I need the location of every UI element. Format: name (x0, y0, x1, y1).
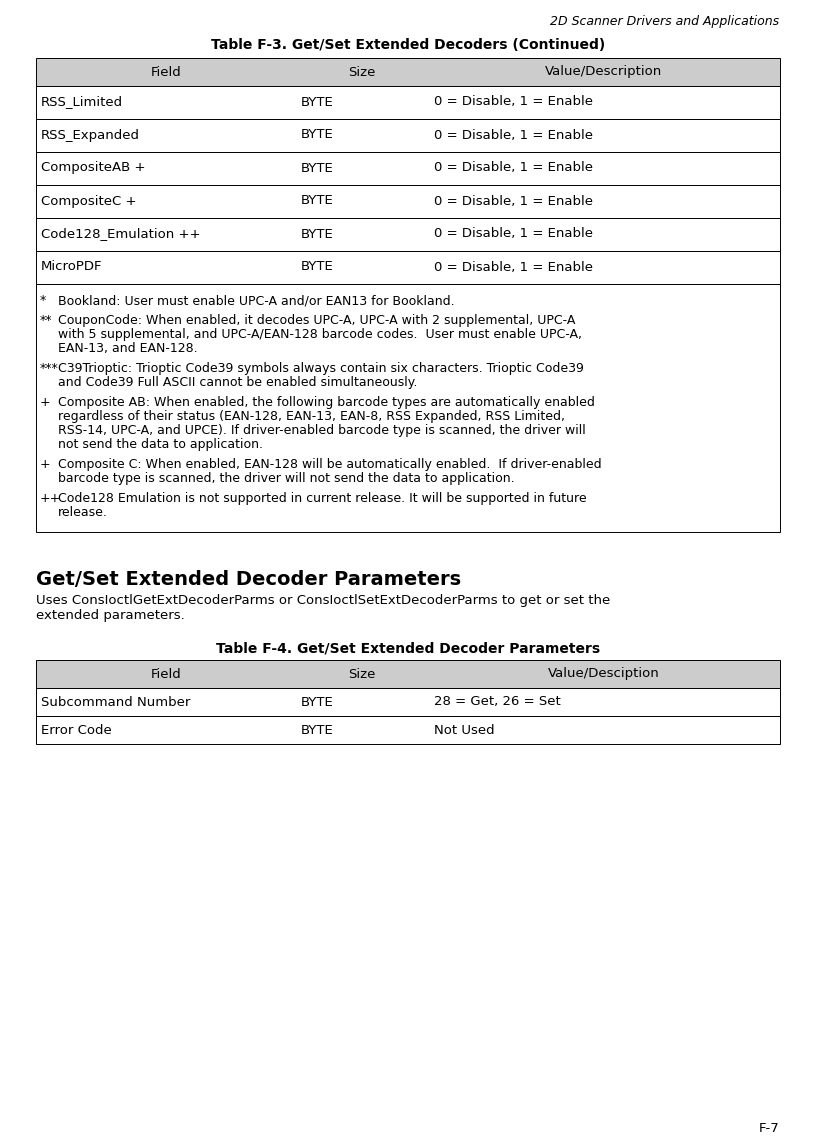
Text: Composite AB: When enabled, the following barcode types are automatically enable: Composite AB: When enabled, the followin… (58, 396, 595, 409)
Text: +: + (40, 396, 51, 409)
Text: Uses ConsIoctlGetExtDecoderParms or ConsIoctlSetExtDecoderParms to get or set th: Uses ConsIoctlGetExtDecoderParms or Cons… (36, 594, 610, 608)
Text: Value/Desciption: Value/Desciption (548, 668, 660, 681)
Text: ++: ++ (40, 492, 61, 505)
Bar (36, 251, 780, 284)
Text: F-7: F-7 (758, 1121, 779, 1135)
Bar (36, 119, 780, 152)
Text: **: ** (40, 314, 52, 327)
Text: RSS-14, UPC-A, and UPCE). If driver-enabled barcode type is scanned, the driver : RSS-14, UPC-A, and UPCE). If driver-enab… (58, 424, 586, 437)
Bar (36, 185, 780, 218)
Text: RSS_Expanded: RSS_Expanded (41, 129, 140, 142)
Text: Subcommand Number: Subcommand Number (41, 695, 190, 708)
Text: CompositeC +: CompositeC + (41, 194, 136, 208)
Text: MicroPDF: MicroPDF (41, 260, 103, 273)
Text: 0 = Disable, 1 = Enable: 0 = Disable, 1 = Enable (434, 260, 593, 273)
Text: BYTE: BYTE (301, 161, 334, 175)
Text: EAN-13, and EAN-128.: EAN-13, and EAN-128. (58, 341, 197, 355)
Text: not send the data to application.: not send the data to application. (58, 439, 263, 451)
Text: BYTE: BYTE (301, 96, 334, 108)
Text: 28 = Get, 26 = Set: 28 = Get, 26 = Set (434, 695, 561, 708)
Text: Composite C: When enabled, EAN-128 will be automatically enabled.  If driver-ena: Composite C: When enabled, EAN-128 will … (58, 458, 601, 471)
Text: *: * (40, 293, 47, 307)
Text: Code128 Emulation is not supported in current release. It will be supported in f: Code128 Emulation is not supported in cu… (58, 492, 587, 505)
Text: 0 = Disable, 1 = Enable: 0 = Disable, 1 = Enable (434, 161, 593, 175)
Text: barcode type is scanned, the driver will not send the data to application.: barcode type is scanned, the driver will… (58, 472, 515, 485)
Text: Size: Size (348, 65, 375, 79)
Text: 0 = Disable, 1 = Enable: 0 = Disable, 1 = Enable (434, 194, 593, 208)
Text: Get/Set Extended Decoder Parameters: Get/Set Extended Decoder Parameters (36, 570, 461, 589)
Text: 0 = Disable, 1 = Enable: 0 = Disable, 1 = Enable (434, 129, 593, 142)
Text: 0 = Disable, 1 = Enable: 0 = Disable, 1 = Enable (434, 227, 593, 241)
Text: extended parameters.: extended parameters. (36, 609, 184, 622)
Bar (36, 58, 780, 86)
Text: with 5 supplemental, and UPC-A/EAN-128 barcode codes.  User must enable UPC-A,: with 5 supplemental, and UPC-A/EAN-128 b… (58, 328, 582, 341)
Text: BYTE: BYTE (301, 724, 334, 737)
Text: BYTE: BYTE (301, 129, 334, 142)
Bar (36, 152, 780, 185)
Text: BYTE: BYTE (301, 227, 334, 241)
Text: Field: Field (151, 668, 181, 681)
Text: BYTE: BYTE (301, 194, 334, 208)
Text: BYTE: BYTE (301, 695, 334, 708)
Text: Table F-4. Get/Set Extended Decoder Parameters: Table F-4. Get/Set Extended Decoder Para… (216, 642, 600, 656)
Text: Not Used: Not Used (434, 724, 494, 737)
Text: RSS_Limited: RSS_Limited (41, 96, 123, 108)
Text: CouponCode: When enabled, it decodes UPC-A, UPC-A with 2 supplemental, UPC-A: CouponCode: When enabled, it decodes UPC… (58, 314, 575, 327)
Text: Field: Field (151, 65, 181, 79)
Text: and Code39 Full ASCII cannot be enabled simultaneously.: and Code39 Full ASCII cannot be enabled … (58, 376, 417, 389)
Text: +: + (40, 458, 51, 471)
Bar (36, 687, 780, 716)
Text: 2D Scanner Drivers and Applications: 2D Scanner Drivers and Applications (550, 15, 779, 29)
Text: Bookland: User must enable UPC-A and/or EAN13 for Bookland.: Bookland: User must enable UPC-A and/or … (58, 293, 455, 307)
Text: BYTE: BYTE (301, 260, 334, 273)
Text: Error Code: Error Code (41, 724, 112, 737)
Text: C39Trioptic: Trioptic Code39 symbols always contain six characters. Trioptic Cod: C39Trioptic: Trioptic Code39 symbols alw… (58, 362, 584, 375)
Text: Table F-3. Get/Set Extended Decoders (Continued): Table F-3. Get/Set Extended Decoders (Co… (211, 38, 605, 53)
Text: Value/Description: Value/Description (545, 65, 663, 79)
Text: ***: *** (40, 362, 59, 375)
Text: 0 = Disable, 1 = Enable: 0 = Disable, 1 = Enable (434, 96, 593, 108)
Text: CompositeAB +: CompositeAB + (41, 161, 145, 175)
Bar (36, 716, 780, 743)
Text: Size: Size (348, 668, 375, 681)
Bar (36, 284, 780, 532)
Bar (36, 218, 780, 251)
Text: release.: release. (58, 506, 108, 518)
Bar (36, 660, 780, 687)
Bar (36, 86, 780, 119)
Text: Code128_Emulation ++: Code128_Emulation ++ (41, 227, 201, 241)
Text: regardless of their status (EAN-128, EAN-13, EAN-8, RSS Expanded, RSS Limited,: regardless of their status (EAN-128, EAN… (58, 410, 565, 423)
